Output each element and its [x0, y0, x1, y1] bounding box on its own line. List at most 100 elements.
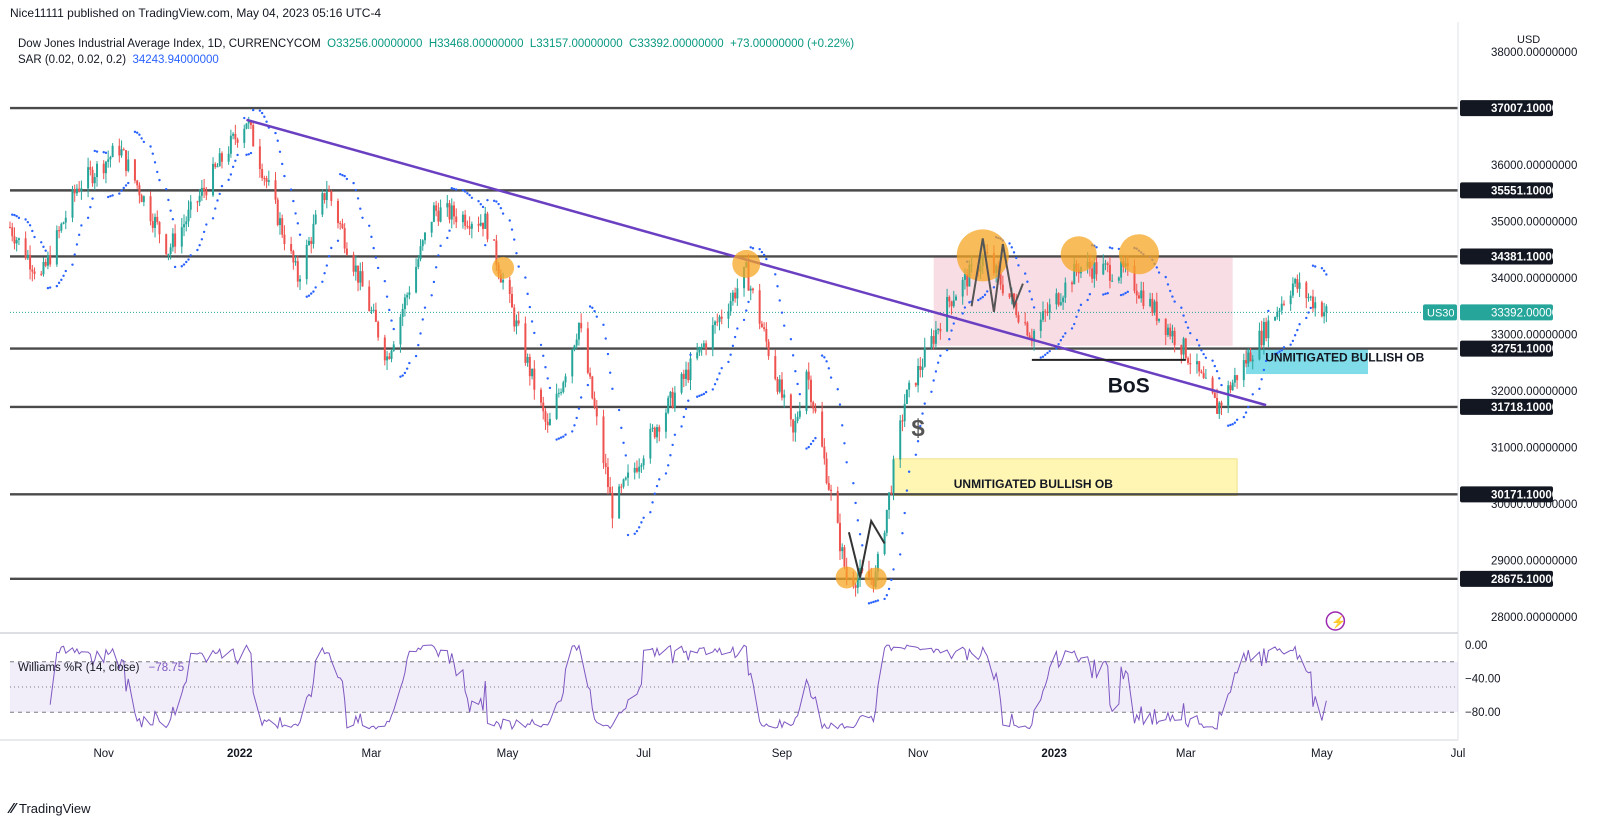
sar-dot	[751, 247, 755, 250]
sar-dot	[370, 235, 373, 239]
candle-body	[651, 427, 654, 429]
sar-dot	[17, 216, 21, 220]
candle-body	[122, 149, 125, 151]
sar-dot	[156, 170, 159, 174]
wr-tick-label: −80.00	[1465, 707, 1501, 719]
price-chart[interactable]: UNMITIGATED BULLISH OB UNMITIGATED BULLIS…	[0, 0, 1621, 800]
candle-body	[249, 121, 252, 125]
candle-body	[901, 420, 904, 422]
time-tick-label: May	[1311, 748, 1333, 760]
sar-dot	[339, 172, 342, 176]
sar-dot	[1309, 306, 1312, 310]
candle-body	[278, 218, 281, 225]
candle-body	[546, 421, 549, 426]
candle-body	[624, 477, 627, 480]
candle-body	[821, 411, 824, 447]
candle-body	[109, 157, 112, 160]
candle-body	[267, 180, 270, 182]
symbol-tag	[1423, 304, 1457, 321]
candle-body	[276, 199, 279, 225]
candle-body	[544, 411, 547, 422]
candle-body	[307, 240, 310, 245]
sar-dot	[671, 443, 674, 447]
candle-body	[386, 356, 389, 361]
sar-dot	[1070, 327, 1074, 330]
sar-dot	[1117, 247, 1121, 251]
candle-body	[1198, 361, 1201, 372]
sar-dot	[345, 177, 349, 181]
lightning-glyph-icon: ⚡	[1331, 615, 1346, 629]
candle-body	[892, 459, 895, 493]
sar-dot	[1204, 356, 1208, 359]
candle-body	[26, 254, 29, 259]
candle-body	[716, 321, 719, 323]
candle-body	[165, 234, 168, 255]
candle-body	[189, 201, 192, 210]
sar-dot	[872, 600, 875, 604]
sar-dot	[1273, 352, 1277, 356]
sar-dot	[171, 217, 175, 221]
candle-body	[339, 223, 342, 225]
wr-tick-label: 0.00	[1465, 640, 1487, 652]
sar-dot	[698, 394, 701, 398]
candle-body	[1251, 359, 1254, 362]
sar-dot	[1119, 293, 1123, 297]
sar-dot	[749, 246, 752, 249]
sar-dot	[932, 379, 935, 382]
sar-dot	[533, 331, 536, 335]
time-tick-label: 2022	[227, 748, 253, 760]
candle-body	[403, 297, 406, 309]
candle-body	[1108, 264, 1111, 281]
candle-body	[357, 265, 360, 283]
sar-dot	[243, 116, 246, 120]
candle-body	[809, 379, 812, 403]
sar-dot	[423, 306, 427, 309]
candle-body	[564, 376, 567, 383]
sar-dot	[921, 412, 924, 415]
sar-dot	[827, 367, 831, 370]
candle-body	[401, 308, 404, 318]
sar-dot	[845, 461, 848, 464]
candle-body	[102, 163, 105, 174]
candle-body	[55, 230, 58, 265]
level-price-label: 31718.10000000	[1491, 402, 1577, 414]
candle-body	[656, 427, 659, 438]
candle-body	[1258, 330, 1261, 360]
candle-body	[780, 379, 783, 398]
sar-dot	[1267, 309, 1270, 313]
candle-body	[372, 309, 375, 311]
footer[interactable]: ⁄⁄ TradingView	[10, 800, 91, 817]
candle-body	[1220, 402, 1223, 406]
sar-dot	[923, 402, 926, 405]
candle-body	[1282, 303, 1285, 305]
candle-body	[245, 123, 248, 129]
candle-body	[682, 373, 685, 379]
sar-dot	[1088, 292, 1092, 296]
sar-dot	[325, 264, 329, 267]
candle-body	[843, 547, 846, 567]
sar-dot	[874, 600, 877, 603]
candle-body	[1137, 295, 1140, 299]
sar-dot	[883, 597, 886, 601]
candle-body	[1211, 377, 1214, 393]
sar-dot	[93, 149, 96, 153]
candle-body	[930, 336, 933, 348]
symbol-tag-label: US30	[1427, 307, 1455, 319]
candle-body	[1028, 335, 1031, 338]
candle-body	[1142, 290, 1145, 307]
sar-dot	[836, 388, 839, 391]
candle-body	[479, 222, 482, 226]
sar-dot	[202, 230, 206, 234]
candle-body	[415, 267, 418, 293]
candle-body	[939, 328, 942, 332]
sar-dot	[992, 286, 996, 289]
level-price-label: 28675.10000000	[1491, 574, 1577, 586]
current-price-tag	[1460, 304, 1553, 321]
sar-dot	[408, 361, 411, 365]
candle-body	[792, 419, 795, 433]
sar-dot	[899, 553, 902, 556]
sar-dot	[461, 188, 465, 192]
sar-dot	[1293, 334, 1297, 337]
candle-body	[151, 221, 154, 228]
sar-dot	[524, 276, 527, 279]
